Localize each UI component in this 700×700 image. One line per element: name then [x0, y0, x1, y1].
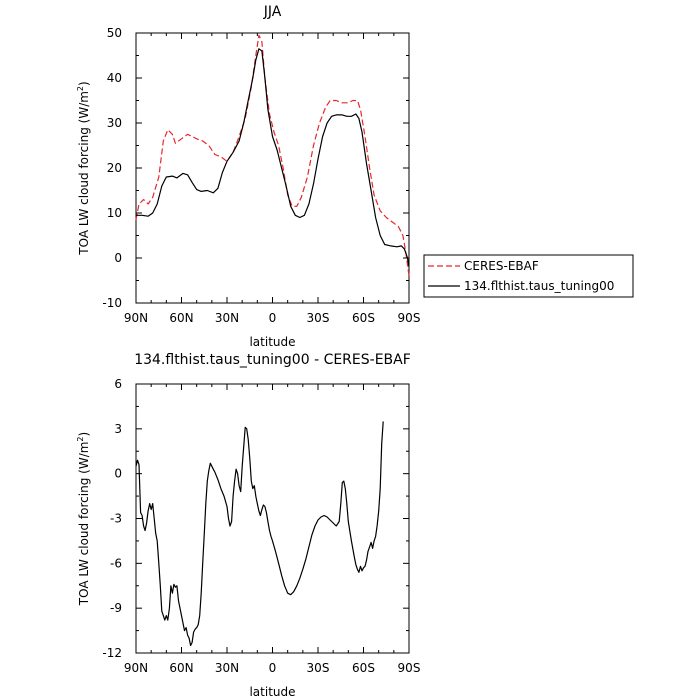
y-tick-label: 0 [114, 467, 122, 481]
x-tick-label: 30S [307, 661, 330, 675]
x-tick-label: 30N [215, 661, 239, 675]
x-tick-label: 60N [169, 661, 193, 675]
y-axis-label-superscript: 2 [76, 436, 85, 441]
y-tick-label: 10 [107, 206, 122, 220]
legend: CERES-EBAF 134.flthist.taus_tuning00 [423, 254, 634, 298]
y-tick-label: -9 [110, 601, 122, 615]
x-tick-label: 0 [269, 661, 277, 675]
x-tick-label: 60N [169, 311, 193, 325]
legend-box [423, 254, 634, 298]
bottom-panel-difference: 134.flthist.taus_tuning00 - CERES-EBAF 90… [76, 352, 420, 699]
plot-frame [135, 32, 410, 304]
x-axis-label: latitude [249, 335, 295, 349]
y-tick-label: -3 [110, 512, 122, 526]
x-tick-label: 60S [352, 311, 375, 325]
y-tick-label: -10 [102, 296, 122, 310]
chart-title: 134.flthist.taus_tuning00 - CERES-EBAF [134, 352, 411, 368]
series-line-difference [135, 421, 384, 647]
x-tick-label: 30S [307, 311, 330, 325]
chart-title: JJA [263, 4, 282, 20]
x-tick-label: 90N [124, 661, 148, 675]
x-axis-label: latitude [249, 685, 295, 699]
y-tick-label: 30 [107, 116, 122, 130]
y-tick-label: 50 [107, 26, 122, 40]
x-tick-label: 60S [352, 661, 375, 675]
series-line-134-flthist-taus-tuning00 [136, 48, 410, 268]
series-line-ceres-ebaf [135, 34, 410, 277]
x-tick-label: 90S [398, 661, 421, 675]
legend-entry-label: 134.flthist.taus_tuning00 [464, 279, 614, 293]
x-tick-label: 30N [215, 311, 239, 325]
y-tick-label: 40 [107, 71, 122, 85]
y-tick-label: 3 [114, 422, 122, 436]
y-axis-label-main: TOA LW cloud forcing (W/m [77, 91, 91, 256]
y-axis-label: TOA LW cloud forcing (W/m2) [76, 81, 91, 255]
y-axis-label-close: ) [77, 81, 91, 86]
y-axis-label-main: TOA LW cloud forcing (W/m [77, 442, 91, 607]
y-axis-label-close: ) [77, 432, 91, 437]
plot-frame [135, 383, 410, 654]
top-panel-jja: JJA 90N 60N 30N 0 30S 60S 90S -10 0 10 20 30 40 50 lati… [76, 4, 634, 349]
y-tick-label: -12 [102, 646, 122, 660]
legend-entry-label: CERES-EBAF [464, 259, 539, 273]
x-tick-label: 90N [124, 311, 148, 325]
y-axis-label: TOA LW cloud forcing (W/m2) [76, 432, 91, 606]
y-tick-label: 20 [107, 161, 122, 175]
x-tick-label: 0 [269, 311, 277, 325]
y-tick-label: 6 [114, 377, 122, 391]
x-tick-label: 90S [398, 311, 421, 325]
y-tick-label: 0 [114, 251, 122, 265]
y-axis-label-superscript: 2 [76, 86, 85, 91]
y-tick-label: -6 [110, 556, 122, 570]
